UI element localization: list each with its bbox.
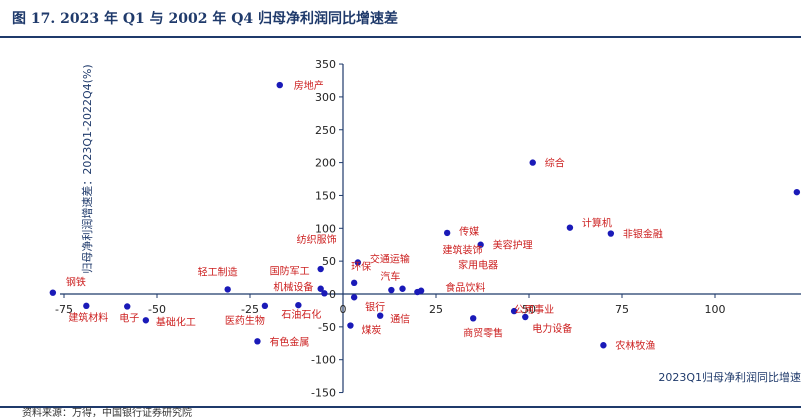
- data-point: [254, 338, 261, 345]
- x-tick-label: -25: [241, 303, 259, 316]
- point-label: 基础化工: [156, 315, 196, 328]
- point-label: 计算机: [582, 217, 612, 230]
- point-label: 非银金融: [623, 228, 663, 241]
- x-tick-label: -75: [55, 303, 73, 316]
- source-note: 资料来源：万得，中国银行证券研究院: [22, 408, 192, 419]
- figure-title: 图 17. 2023 年 Q1 与 2002 年 Q4 归母净利润同比增速差: [12, 11, 399, 27]
- point-label: 石油石化: [281, 308, 321, 321]
- data-point: [224, 286, 231, 293]
- point-label: 食品饮料: [445, 281, 485, 294]
- point-label: 建筑材料: [68, 311, 108, 324]
- x-tick-label: 50: [522, 303, 536, 316]
- data-point: [793, 188, 801, 196]
- point-label: 钢铁: [66, 276, 86, 289]
- point-label: 机械设备: [273, 280, 313, 293]
- y-tick-label: 0: [329, 288, 336, 301]
- bottom-rule: [0, 406, 801, 408]
- point-label: 家用电器: [458, 259, 498, 272]
- x-tick-label: 75: [615, 303, 629, 316]
- y-tick-label: 50: [322, 255, 336, 268]
- data-point: [377, 312, 384, 319]
- y-tick-label: 350: [315, 58, 336, 71]
- x-tick-label: -50: [148, 303, 166, 316]
- data-point: [295, 301, 302, 309]
- y-tick-label: 150: [315, 189, 336, 202]
- y-axis-title: 归母净利润增速差：2023Q1-2022Q4(%): [80, 64, 94, 273]
- point-label: 汽车: [380, 270, 400, 283]
- y-tick-label: 200: [315, 157, 336, 170]
- point-label: 煤炭: [361, 324, 381, 337]
- point-label: 传媒: [459, 226, 479, 238]
- data-point: [600, 342, 607, 349]
- data-point: [529, 159, 536, 166]
- x-tick-label: 0: [340, 303, 347, 316]
- data-point: [142, 317, 150, 324]
- data-point: [388, 286, 395, 294]
- data-point: [347, 322, 354, 329]
- data-point: [443, 229, 451, 237]
- x-axis-title: 2023Q1归母净利润同比增速: [658, 370, 801, 384]
- data-point: [522, 313, 529, 321]
- point-label: 建筑装饰: [443, 244, 483, 257]
- point-label: 纺织服饰: [297, 233, 337, 246]
- data-point: [414, 288, 421, 296]
- point-label: 公用事业: [514, 303, 554, 316]
- data-point: [124, 303, 131, 310]
- y-tick-label: 100: [315, 222, 336, 235]
- title-rule: [0, 36, 801, 38]
- data-point: [350, 279, 358, 287]
- y-tick-label: -50: [318, 321, 336, 334]
- point-label: 美容护理: [493, 239, 533, 252]
- point-label: 国防军工: [270, 265, 310, 278]
- data-point: [399, 285, 406, 292]
- point-label: 有色金属: [269, 335, 309, 348]
- point-label: 轻工制造: [198, 265, 238, 278]
- data-point: [566, 224, 574, 231]
- data-point: [510, 307, 518, 315]
- y-tick-label: 250: [315, 124, 336, 137]
- data-point: [317, 265, 324, 273]
- point-label: 交通运输: [370, 252, 410, 265]
- data-point: [261, 302, 269, 310]
- point-label: 电力设备: [532, 322, 572, 335]
- data-point: [354, 259, 362, 266]
- data-point: [607, 230, 615, 237]
- point-label: 房地产: [294, 79, 324, 92]
- data-point: [276, 81, 283, 89]
- point-label: 综合: [545, 157, 565, 170]
- data-point: [317, 285, 324, 292]
- point-label: 通信: [390, 314, 410, 326]
- point-label: 银行: [365, 300, 385, 313]
- data-point: [83, 302, 90, 310]
- data-point: [350, 294, 358, 301]
- data-point: [321, 290, 328, 297]
- point-label: 医药生物: [225, 314, 265, 327]
- y-tick-label: 300: [315, 91, 336, 104]
- y-tick-label: -150: [311, 387, 336, 400]
- point-label: 环保: [351, 260, 371, 273]
- x-tick-label: 100: [705, 303, 726, 316]
- data-point: [477, 241, 484, 248]
- y-tick-label: -100: [311, 354, 336, 367]
- x-tick-label: 25: [429, 303, 443, 316]
- point-label: 电子: [119, 311, 139, 324]
- point-label: 农林牧渔: [615, 339, 655, 352]
- data-point: [49, 289, 57, 296]
- point-label: 商贸零售: [463, 326, 503, 339]
- data-point: [470, 315, 477, 322]
